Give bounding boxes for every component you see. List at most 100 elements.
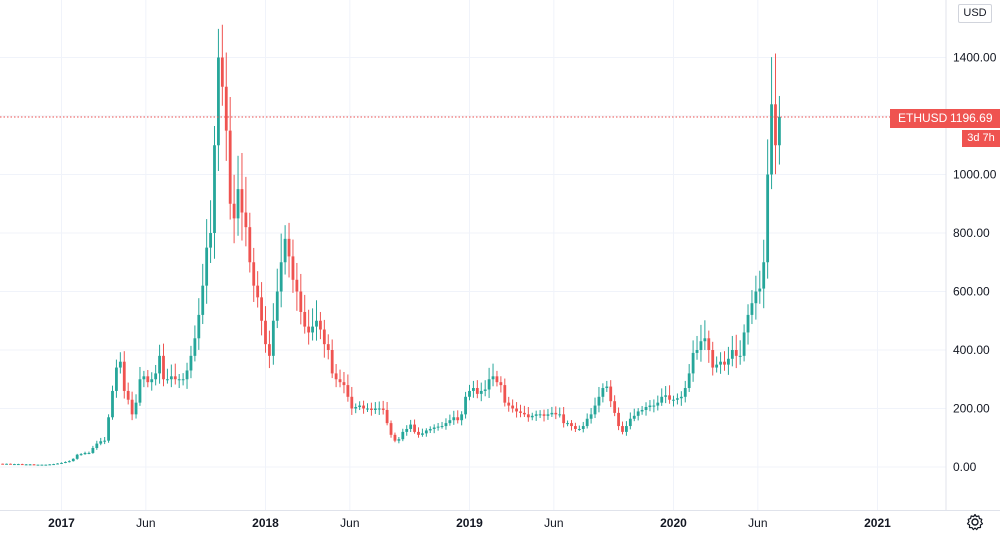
x-tick-label: 2018 [252, 516, 279, 530]
y-tick-label: 400.00 [953, 343, 990, 357]
candle-body [542, 414, 546, 416]
candle-body [687, 373, 691, 389]
candle-body [491, 376, 495, 380]
candle-body [413, 424, 416, 432]
candle-body [589, 414, 593, 419]
candle-body [601, 388, 605, 397]
candle-body [232, 203, 236, 219]
candle-body [244, 212, 248, 228]
candle-body [107, 417, 110, 441]
candle-body [158, 355, 161, 374]
candle-body [679, 396, 683, 399]
candle-body [150, 379, 154, 383]
candle-body [483, 389, 487, 391]
candle-body [32, 464, 36, 466]
candle-body [71, 458, 75, 462]
candle-body [118, 361, 122, 368]
candle-body [581, 426, 585, 429]
candle-body [668, 395, 671, 400]
candle-body [409, 424, 413, 429]
candle-body [676, 398, 679, 400]
price-axis[interactable]: 0.00200.00400.00600.00800.001000.001200.… [953, 51, 997, 475]
candle-body [338, 379, 342, 383]
candle-body [326, 344, 330, 350]
candle-body [499, 382, 503, 386]
candle-body [307, 326, 311, 333]
candle-body [734, 350, 738, 356]
candle-body [28, 464, 32, 466]
last-price-label: ETHUSD 1196.69 [890, 109, 1000, 128]
candle-body [303, 311, 307, 327]
candle-body [220, 57, 224, 87]
candle-body [715, 364, 719, 368]
candle-body [56, 463, 59, 465]
candle-body [511, 405, 515, 409]
candle-body [138, 379, 142, 403]
y-tick-label: 800.00 [953, 226, 990, 240]
candle-body [570, 423, 573, 427]
candle-body [711, 350, 715, 368]
candle-body [460, 414, 464, 421]
candle-body [130, 399, 134, 415]
candle-body [40, 464, 44, 466]
candle-body [456, 417, 460, 421]
candle-body [373, 408, 377, 410]
candle-body [122, 361, 126, 391]
candle-body [593, 405, 597, 415]
candle-body [558, 414, 562, 416]
candle-body [319, 320, 322, 330]
y-tick-label: 1400.00 [953, 51, 997, 65]
candle-body [201, 285, 205, 315]
grid-lines [0, 0, 946, 510]
candle-body [683, 388, 687, 397]
candle-body [189, 355, 193, 371]
x-tick-label: 2019 [456, 516, 483, 530]
candle-body [197, 314, 201, 339]
candle-body [95, 443, 99, 448]
gear-icon[interactable] [966, 513, 984, 531]
candle-body [362, 405, 365, 409]
candle-body [475, 388, 479, 394]
x-tick-label: Jun [340, 516, 359, 530]
bar-countdown: 3d 7h [962, 130, 1000, 147]
candle-body [746, 314, 750, 333]
candle-body [730, 350, 734, 359]
candle-body [162, 355, 165, 380]
time-axis[interactable]: 2017 Jun 2018 Jun 2019 Jun 2020 Jun 2021 [48, 516, 891, 530]
candle-body [421, 433, 424, 435]
candle-body [260, 297, 263, 321]
candle-body [299, 291, 303, 312]
candle-body [452, 417, 456, 421]
candle-body [628, 418, 632, 427]
candle-body [546, 414, 550, 416]
x-tick-label: 2017 [48, 516, 75, 530]
candle-body [240, 189, 244, 213]
candle-body [609, 386, 613, 402]
candle-body [334, 373, 338, 380]
candle-body [295, 279, 299, 292]
candle-body [660, 396, 664, 403]
candle-body [166, 379, 169, 381]
candle-body [1, 463, 5, 465]
candle-body [366, 408, 369, 410]
currency-unit-badge[interactable]: USD [958, 4, 992, 23]
candle-body [99, 441, 103, 444]
candle-body [177, 379, 181, 381]
candle-body [550, 412, 554, 415]
candle-body [224, 86, 228, 131]
candle-body [36, 464, 40, 466]
candle-body [672, 399, 675, 401]
candle-body [397, 439, 401, 441]
candle-body [354, 407, 358, 409]
candle-body [401, 431, 405, 440]
candle-body [24, 464, 28, 466]
candle-body [727, 358, 730, 365]
candle-body [448, 420, 452, 424]
candle-body [275, 291, 279, 321]
candle-body [228, 130, 232, 204]
candle-body [346, 385, 350, 397]
y-tick-label: 1000.00 [953, 168, 997, 182]
candle-body [648, 405, 652, 408]
candle-body [146, 376, 150, 383]
